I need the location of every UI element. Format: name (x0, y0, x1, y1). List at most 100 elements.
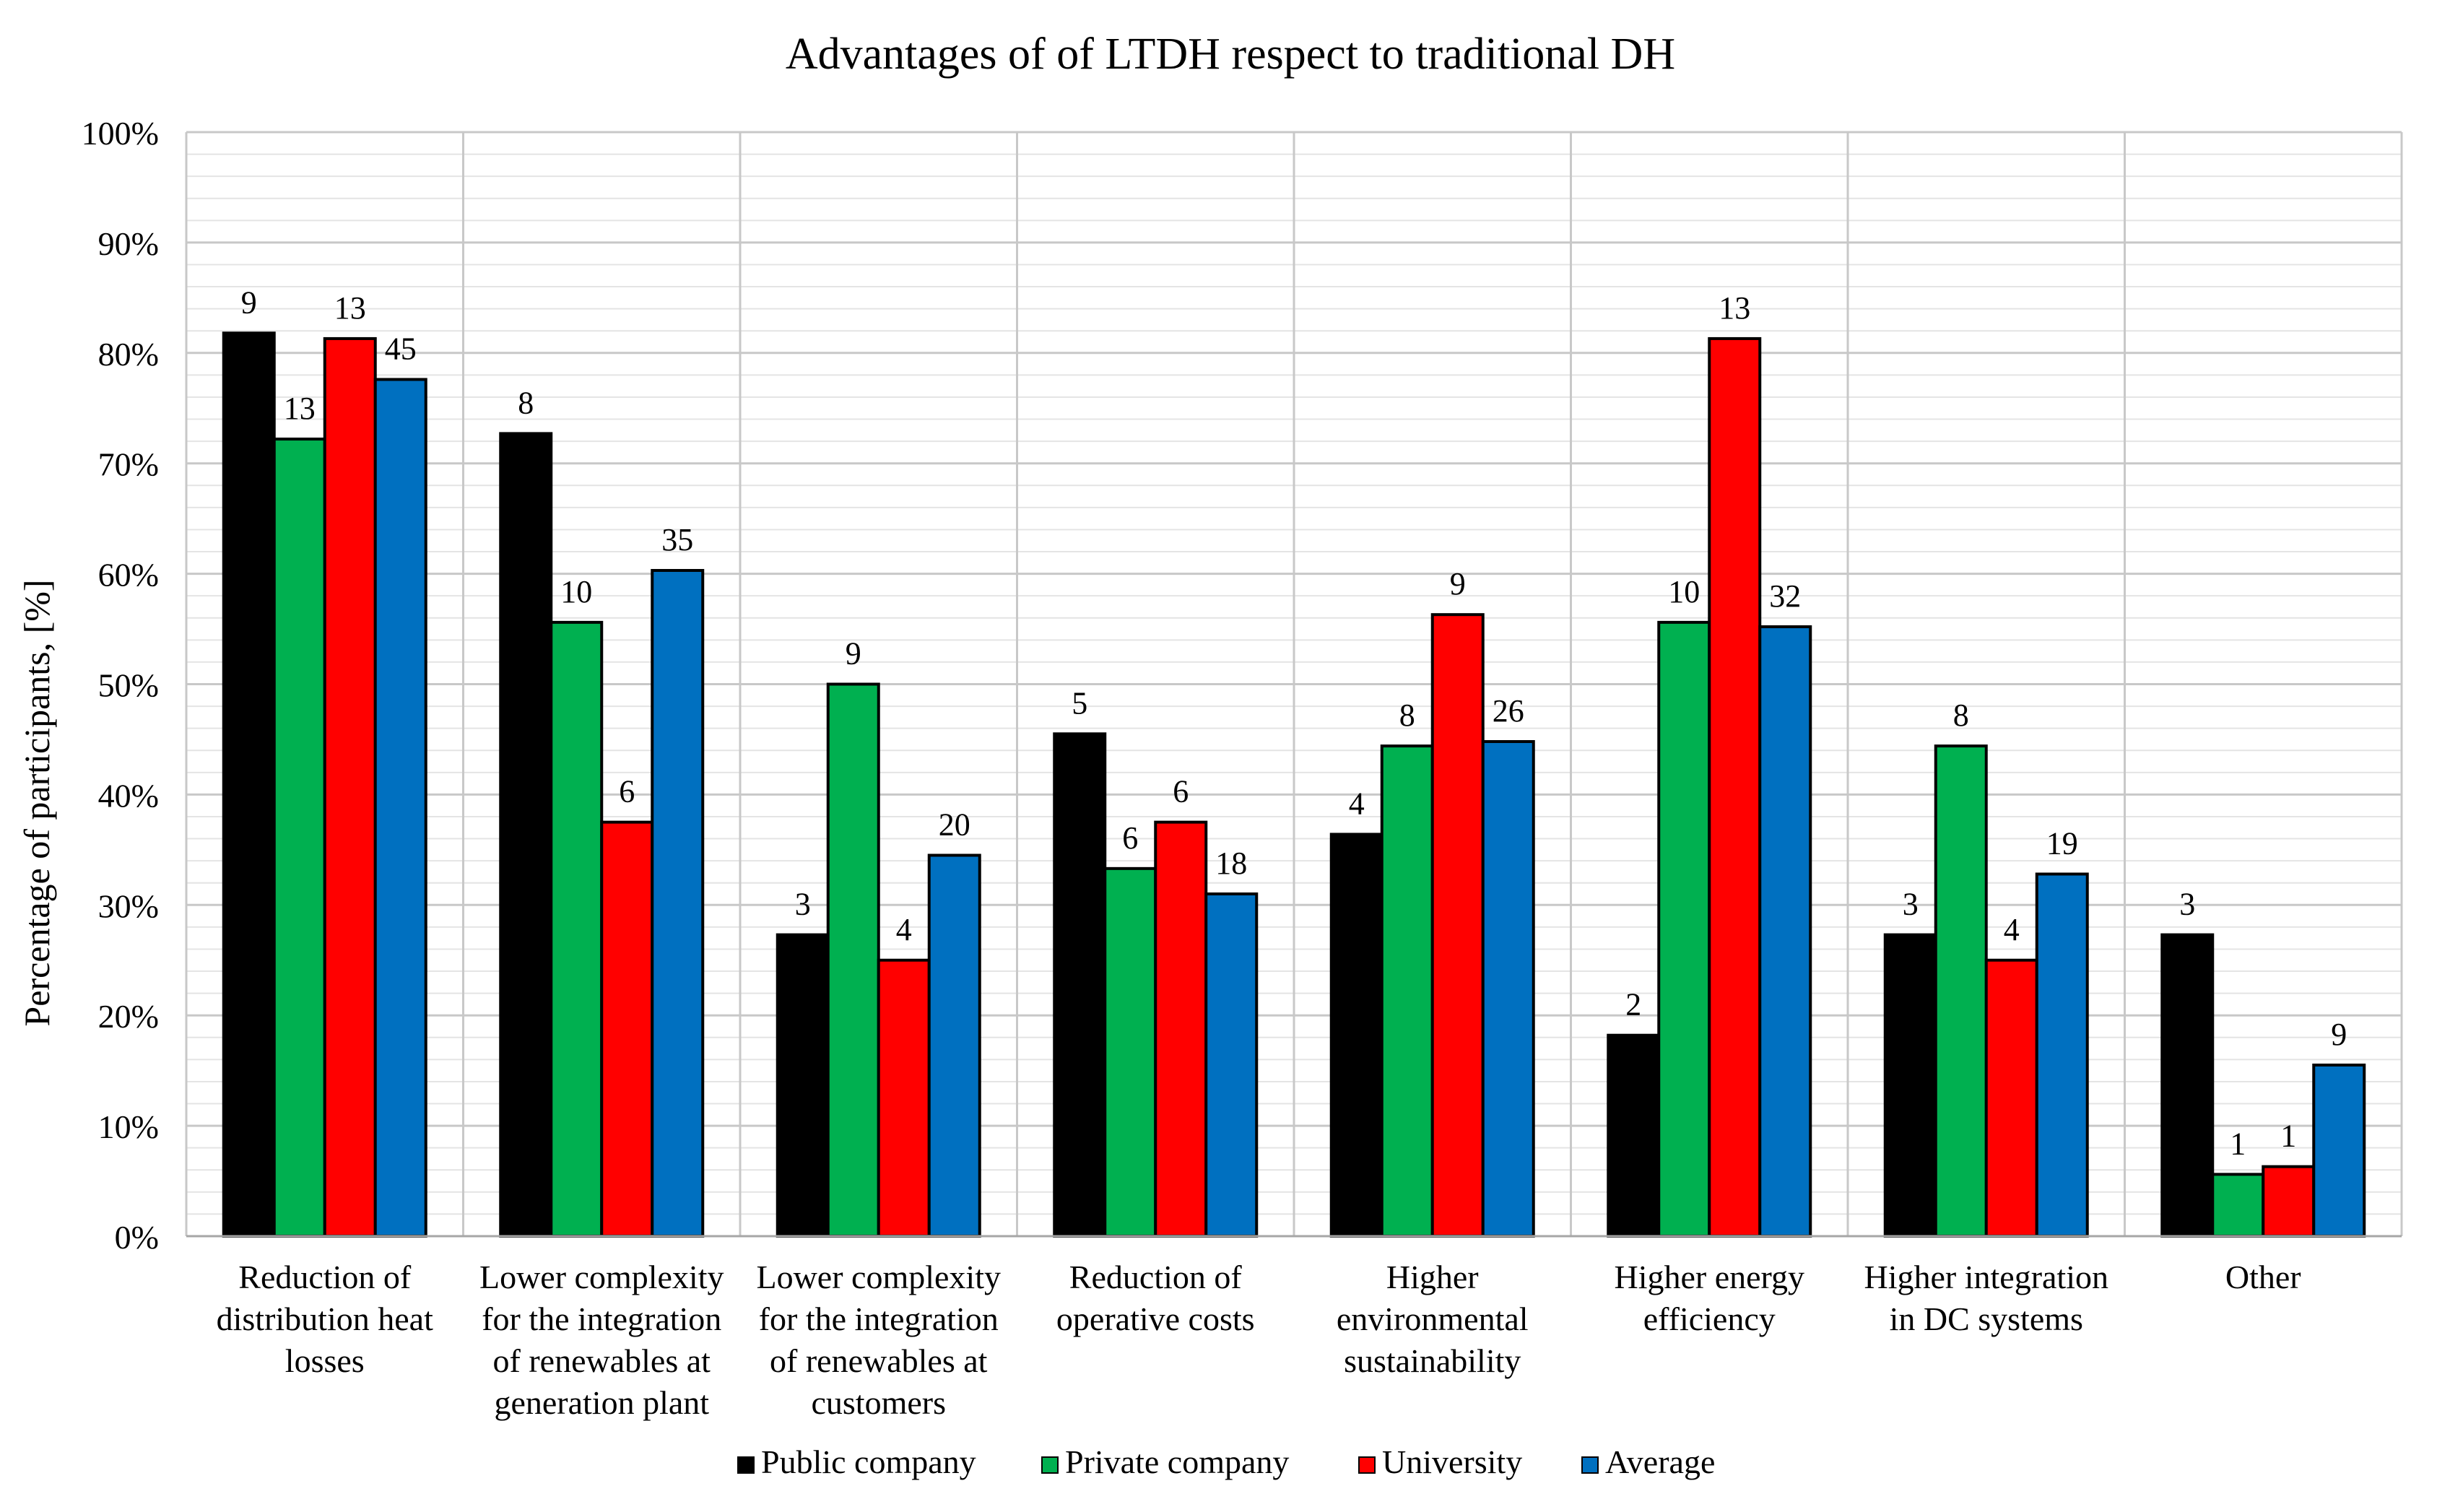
chart-title: Advantages of of LTDH respect to traditi… (786, 30, 1675, 79)
bar (877, 958, 931, 1238)
x-tick-label-line: in DC systems (1890, 1300, 2083, 1337)
legend-label: Private company (1065, 1443, 1289, 1480)
data-label: 13 (334, 290, 366, 326)
legend-label: Average (1605, 1443, 1715, 1480)
bar (222, 331, 276, 1238)
data-label: 4 (896, 912, 912, 947)
x-tick-label-line: for the integration (759, 1300, 999, 1337)
x-tick-label: Higher integration in DC systems (1864, 1259, 2108, 1337)
bar (1708, 336, 1762, 1238)
bar (549, 620, 604, 1238)
x-tick-label-line: Lower complexity (756, 1259, 1001, 1295)
y-tick-label: 60% (98, 557, 159, 594)
data-label: 1 (2280, 1118, 2296, 1154)
x-tick-label-line: for the integration (482, 1300, 721, 1337)
data-label: 4 (2004, 912, 2020, 947)
x-tick-label-line: Other (2225, 1259, 2301, 1295)
x-tick-label-line: Reduction of (238, 1259, 412, 1295)
x-tick-label-line: losses (285, 1342, 365, 1379)
x-tick-label: Other (2225, 1259, 2301, 1295)
bar (1380, 744, 1434, 1238)
bar (927, 853, 981, 1238)
legend: Public company Private company University A… (737, 1443, 1715, 1480)
data-label: 9 (241, 284, 257, 320)
y-tick-label: 80% (98, 336, 159, 373)
y-tick-label: 0% (115, 1219, 159, 1256)
x-tick-label-line: customers (811, 1384, 946, 1421)
data-label: 8 (518, 385, 534, 420)
y-tick-label: 20% (98, 998, 159, 1035)
y-tick-label: 40% (98, 777, 159, 814)
y-tick-label: 30% (98, 887, 159, 924)
bar (272, 438, 326, 1238)
x-tick-label-line: of renewables at (770, 1342, 988, 1379)
bar (2035, 872, 2089, 1238)
data-label: 9 (2331, 1017, 2347, 1052)
data-label: 8 (1953, 698, 1969, 733)
bar (1204, 892, 1259, 1238)
y-tick-label: 100% (82, 115, 159, 152)
data-label: 9 (1450, 566, 1466, 601)
x-tick-label-line: Reduction of (1069, 1259, 1243, 1295)
x-tick-label-line: of renewables at (493, 1342, 711, 1379)
bar (2160, 933, 2215, 1238)
bar (826, 682, 880, 1238)
data-label: 18 (1215, 846, 1247, 881)
y-tick-label: 10% (98, 1108, 159, 1145)
x-tick-label-line: Higher energy (1614, 1259, 1804, 1295)
bar (1154, 820, 1208, 1238)
axes: 0% 10% 20% 30% 40% 50% 60% 70% 80% 90% 100% Reducti… (82, 115, 2402, 1421)
data-label: 3 (795, 887, 811, 922)
bar (776, 933, 830, 1238)
x-tick-label-line: sustainability (1344, 1342, 1521, 1379)
data-label: 13 (1719, 290, 1750, 326)
bar (1103, 866, 1157, 1238)
bar (1758, 625, 1812, 1238)
bar (1430, 613, 1485, 1238)
y-tick-label: 70% (98, 446, 159, 483)
data-label: 3 (2179, 887, 2195, 922)
data-label: 19 (2046, 825, 2078, 861)
bar (2312, 1064, 2366, 1238)
data-label: 8 (1399, 698, 1415, 733)
bar (2211, 1173, 2265, 1238)
data-label: 9 (846, 636, 861, 672)
bar (1934, 744, 1988, 1238)
bar (1984, 958, 2038, 1238)
bar (2262, 1165, 2316, 1238)
x-tick-label: Lower complexity for the integration of re… (756, 1259, 1001, 1421)
data-label: 45 (385, 331, 417, 366)
x-tick-label: Lower complexity for the integration of re… (479, 1259, 724, 1421)
y-tick-label: 50% (98, 667, 159, 704)
data-label: 32 (1769, 578, 1801, 614)
data-label: 6 (1122, 820, 1138, 856)
data-label: 3 (1903, 887, 1919, 922)
bar (499, 432, 553, 1238)
bar (1607, 1033, 1661, 1238)
x-tick-label: Reduction of distribution heat losses (217, 1259, 433, 1379)
data-label: 35 (661, 522, 693, 557)
bar (373, 378, 427, 1238)
x-tick-label-line: Lower complexity (479, 1259, 724, 1295)
legend-label: University (1382, 1443, 1522, 1480)
data-label: 6 (1173, 774, 1189, 809)
data-label: 6 (619, 774, 635, 809)
legend-swatch (1041, 1456, 1059, 1474)
legend-swatch (737, 1456, 755, 1474)
x-tick-label: Reduction of operative costs (1056, 1259, 1255, 1337)
x-tick-label-line: efficiency (1643, 1300, 1776, 1337)
data-label: 4 (1349, 786, 1365, 821)
data-label: 20 (939, 807, 970, 842)
data-label: 10 (560, 574, 592, 609)
x-tick-label: Higher environmental sustainability (1337, 1259, 1529, 1379)
x-tick-label-line: distribution heat (217, 1300, 433, 1337)
x-tick-label-line: Higher integration (1864, 1259, 2108, 1295)
legend-label: Public company (761, 1443, 976, 1480)
bar (1329, 833, 1383, 1238)
x-tick-label-line: environmental (1337, 1300, 1529, 1337)
data-label: 13 (284, 391, 316, 426)
bar (1657, 620, 1711, 1238)
y-axis-title: Percentage of participants, [%] (17, 579, 57, 1026)
